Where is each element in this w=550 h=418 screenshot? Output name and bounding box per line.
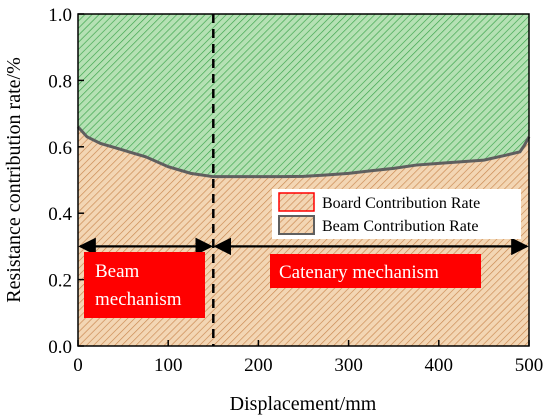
y-axis-title: Resistance contribution rate/% — [3, 57, 25, 302]
catenary-mechanism-box-bg — [270, 254, 481, 288]
x-axis-title: Displacement/mm — [230, 393, 377, 415]
x-tick-label-400: 400 — [425, 355, 454, 376]
beam-contribution-line — [76, 125, 531, 179]
y-axis: 0.0 0.2 0.4 0.6 0.8 1.0 — [48, 5, 84, 358]
y-tick-label-0: 0.0 — [48, 337, 72, 358]
beam-mechanism-label-line1: Beam — [95, 261, 140, 282]
legend-label-beam: Beam Contribution Rate — [322, 218, 478, 235]
catenary-mechanism-box: Catenary mechanism — [270, 254, 481, 288]
beam-mechanism-box-bg — [84, 252, 205, 318]
x-tick-label-300: 300 — [334, 355, 363, 376]
board-contribution-area — [78, 14, 529, 177]
x-axis: 0 100 200 300 400 500 — [73, 340, 543, 376]
legend-swatch-board — [278, 192, 315, 212]
beam-mechanism-box: Beam mechanism — [84, 252, 205, 318]
catenary-mechanism-label: Catenary mechanism — [279, 262, 439, 283]
y-tick-label-5: 1.0 — [48, 5, 72, 26]
x-tick-label-500: 500 — [515, 355, 544, 376]
x-tick-label-100: 100 — [154, 355, 183, 376]
x-tick-label-200: 200 — [244, 355, 273, 376]
legend: Board Contribution Rate Beam Contributio… — [272, 189, 521, 239]
y-tick-label-1: 0.2 — [48, 271, 72, 292]
legend-label-board: Board Contribution Rate — [322, 195, 480, 212]
y-tick-label-2: 0.4 — [48, 204, 72, 225]
x-tick-label-0: 0 — [73, 355, 83, 376]
y-tick-label-3: 0.6 — [48, 138, 72, 159]
y-tick-label-4: 0.8 — [48, 71, 72, 92]
legend-swatch-beam — [278, 215, 315, 235]
plot-frame — [77, 13, 530, 347]
beam-mechanism-label-line2: mechanism — [95, 289, 182, 310]
